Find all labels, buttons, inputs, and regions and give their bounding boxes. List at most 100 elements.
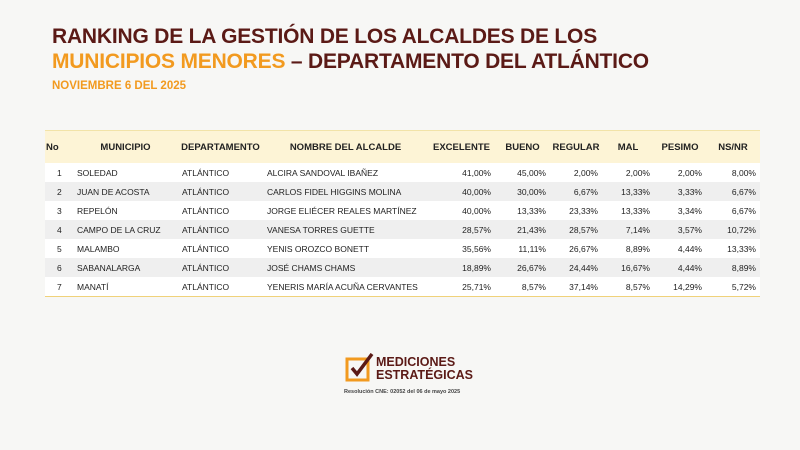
column-header: EXCELENTE <box>428 130 495 163</box>
table-cell: JOSÉ CHAMS CHAMS <box>263 258 428 277</box>
table-cell: SABANALARGA <box>73 258 178 277</box>
table-cell: ATLÁNTICO <box>178 201 263 220</box>
table-cell: 6,67% <box>706 201 760 220</box>
ranking-table: No MUNICIPIO DEPARTAMENTO NOMBRE DEL ALCALD… <box>45 130 760 297</box>
table-cell: 24,44% <box>550 258 602 277</box>
logo-icon <box>345 353 374 382</box>
table-cell: REPELÓN <box>73 201 178 220</box>
table-cell: CARLOS FIDEL HIGGINS MOLINA <box>263 182 428 201</box>
table-cell: ATLÁNTICO <box>178 182 263 201</box>
table-cell: YENERIS MARÍA ACUÑA CERVANTES <box>263 277 428 297</box>
table-cell: 16,67% <box>602 258 654 277</box>
table-row: 5 MALAMBO ATLÁNTICO YENIS OROZCO BONETT 35,5… <box>45 239 760 258</box>
table-cell: 30,00% <box>495 182 550 201</box>
table-cell: 2,00% <box>654 163 706 182</box>
table-cell: 13,33% <box>706 239 760 258</box>
logo-line: ESTRATÉGICAS <box>376 368 473 382</box>
header-row: No MUNICIPIO DEPARTAMENTO NOMBRE DEL ALCALD… <box>45 130 760 163</box>
table-cell: 8,89% <box>706 258 760 277</box>
table-cell: 28,57% <box>550 220 602 239</box>
table-cell: ATLÁNTICO <box>178 258 263 277</box>
title-highlight: MUNICIPIOS MENORES <box>52 50 286 73</box>
table-cell: ATLÁNTICO <box>178 239 263 258</box>
column-header: REGULAR <box>550 130 602 163</box>
table-cell: 5 <box>45 239 73 258</box>
table-cell: 8,00% <box>706 163 760 182</box>
table-cell: 4,44% <box>654 258 706 277</box>
title-line: MUNICIPIOS MENORES – DEPARTAMENTO DEL AT… <box>52 49 649 74</box>
table-cell: 3,33% <box>654 182 706 201</box>
table-cell: 45,00% <box>495 163 550 182</box>
table-cell: 3,34% <box>654 201 706 220</box>
logo-text: MEDICIONES ESTRATÉGICAS <box>376 356 473 382</box>
date: NOVIEMBRE 6 DEL 2025 <box>52 80 187 92</box>
table-cell: 11,11% <box>495 239 550 258</box>
column-header: NOMBRE DEL ALCALDE <box>263 130 428 163</box>
table-cell: 8,57% <box>495 277 550 297</box>
table-cell: ATLÁNTICO <box>178 163 263 182</box>
logo-line: MEDICIONES <box>376 355 456 369</box>
table-cell: JUAN DE ACOSTA <box>73 182 178 201</box>
title-rest: – DEPARTAMENTO DEL ATLÁNTICO <box>290 50 649 73</box>
column-header: MAL <box>602 130 654 163</box>
table-cell: 8,89% <box>602 239 654 258</box>
column-header: PESIMO <box>654 130 706 163</box>
table-cell: 35,56% <box>428 239 495 258</box>
table-cell: 1 <box>45 163 73 182</box>
table-cell: 4 <box>45 220 73 239</box>
table-row: 3 REPELÓN ATLÁNTICO JORGE ELIÉCER REALES MA… <box>45 201 760 220</box>
table-cell: 6 <box>45 258 73 277</box>
table-cell: MALAMBO <box>73 239 178 258</box>
table-cell: 26,67% <box>495 258 550 277</box>
table-cell: 18,89% <box>428 258 495 277</box>
table-cell: 28,57% <box>428 220 495 239</box>
table-cell: ALCIRA SANDOVAL IBAÑEZ <box>263 163 428 182</box>
column-header: MUNICIPIO <box>73 130 178 163</box>
table-cell: SOLEDAD <box>73 163 178 182</box>
column-header: BUENO <box>495 130 550 163</box>
table-cell: MANATÍ <box>73 277 178 297</box>
table-cell: 13,33% <box>495 201 550 220</box>
table-cell: 6,67% <box>550 182 602 201</box>
table-cell: 41,00% <box>428 163 495 182</box>
table-cell: CAMPO DE LA CRUZ <box>73 220 178 239</box>
table-cell: 37,14% <box>550 277 602 297</box>
table-cell: 14,29% <box>654 277 706 297</box>
table-cell: 5,72% <box>706 277 760 297</box>
table-cell: 13,33% <box>602 201 654 220</box>
title: RANKING DE LA GESTIÓN DE LOS ALCALDES DE… <box>52 24 649 74</box>
table-cell: 13,33% <box>602 182 654 201</box>
table-cell: 40,00% <box>428 182 495 201</box>
column-header: No <box>45 130 73 163</box>
table-cell: 7 <box>45 277 73 297</box>
table-cell: JORGE ELIÉCER REALES MARTÍNEZ <box>263 201 428 220</box>
table-cell: 8,57% <box>602 277 654 297</box>
table-cell: 4,44% <box>654 239 706 258</box>
table-row: 6 SABANALARGA ATLÁNTICO JOSÉ CHAMS CHAMS 18,… <box>45 258 760 277</box>
table-cell: 6,67% <box>706 182 760 201</box>
table-cell: 10,72% <box>706 220 760 239</box>
table-cell: YENIS OROZCO BONETT <box>263 239 428 258</box>
table-cell: 21,43% <box>495 220 550 239</box>
table-cell: 3,57% <box>654 220 706 239</box>
table-cell: 40,00% <box>428 201 495 220</box>
column-header: DEPARTAMENTO <box>178 130 263 163</box>
table-cell: 3 <box>45 201 73 220</box>
table-row: 7 MANATÍ ATLÁNTICO YENERIS MARÍA ACUÑA CERV… <box>45 277 760 297</box>
table-row: 2 JUAN DE ACOSTA ATLÁNTICO CARLOS FIDEL HIG… <box>45 182 760 201</box>
table-cell: VANESA TORRES GUETTE <box>263 220 428 239</box>
table-cell: 2,00% <box>550 163 602 182</box>
table-row: 1 SOLEDAD ATLÁNTICO ALCIRA SANDOVAL IBAÑEZ 4… <box>45 163 760 182</box>
title-line: RANKING DE LA GESTIÓN DE LOS ALCALDES DE… <box>52 25 598 48</box>
table-cell: 2 <box>45 182 73 201</box>
table-cell: 25,71% <box>428 277 495 297</box>
table-cell: ATLÁNTICO <box>178 277 263 297</box>
table-cell: 7,14% <box>602 220 654 239</box>
table-cell: 2,00% <box>602 163 654 182</box>
table-cell: 26,67% <box>550 239 602 258</box>
table-body: 1 SOLEDAD ATLÁNTICO ALCIRA SANDOVAL IBAÑEZ 4… <box>45 163 760 297</box>
column-header: NS/NR <box>706 130 760 163</box>
table-row: 4 CAMPO DE LA CRUZ ATLÁNTICO VANESA TORRES … <box>45 220 760 239</box>
table-cell: ATLÁNTICO <box>178 220 263 239</box>
